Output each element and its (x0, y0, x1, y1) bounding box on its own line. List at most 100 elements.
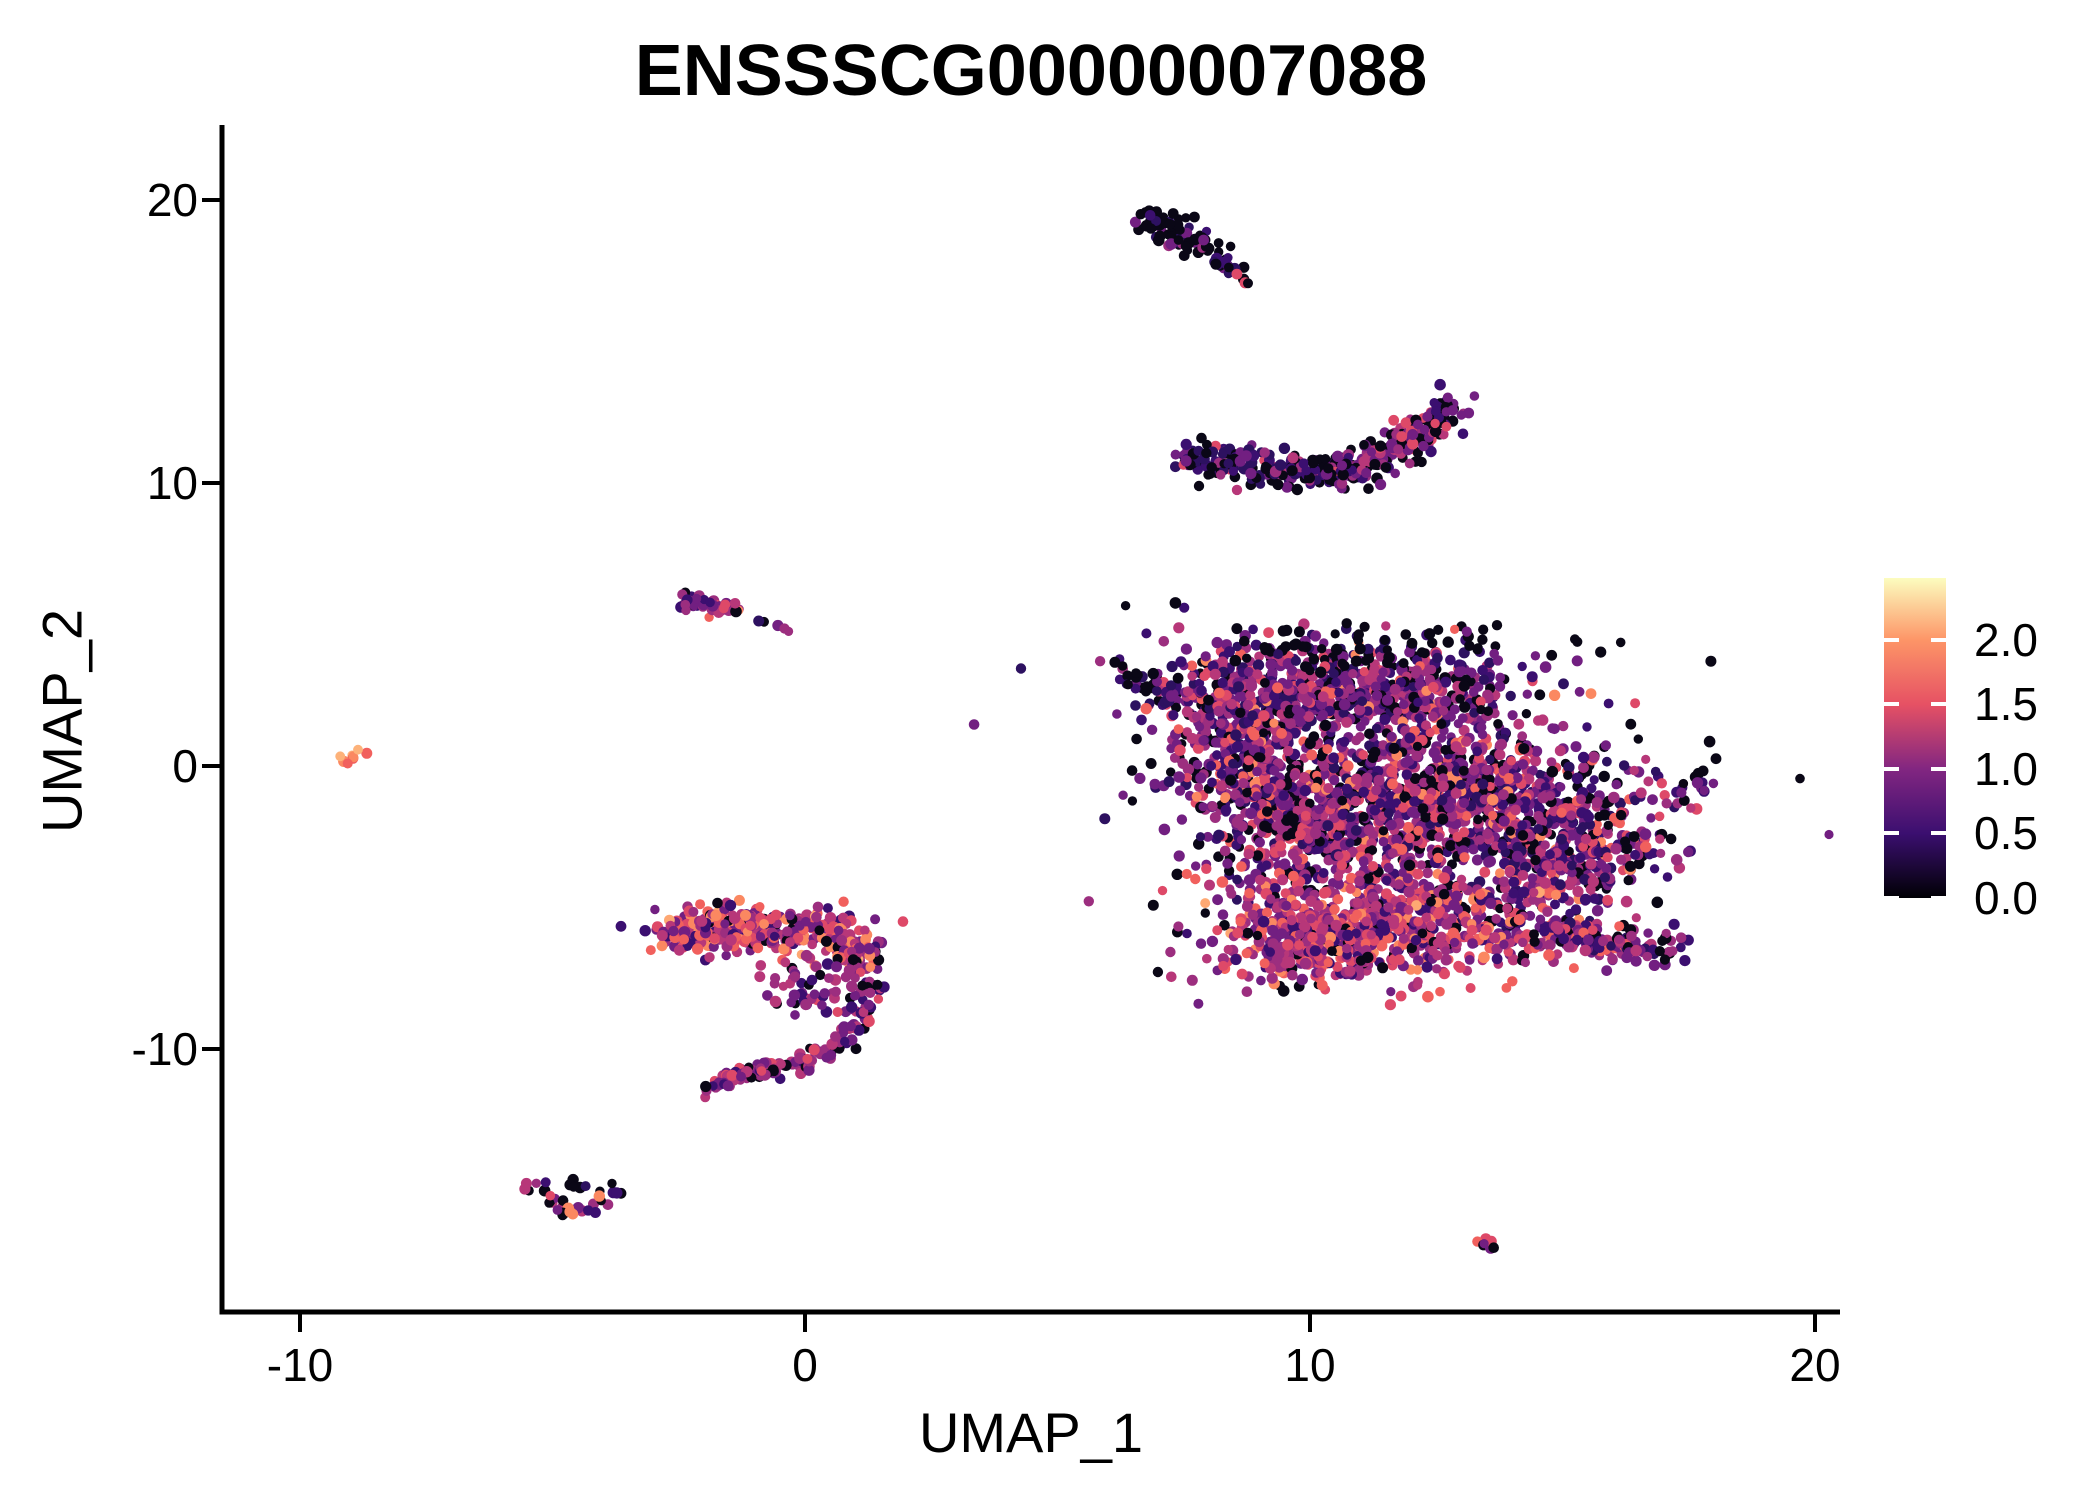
scatter-point (1624, 860, 1637, 872)
scatter-point (1350, 825, 1362, 836)
scatter-point (838, 896, 849, 907)
scatter-point (1347, 465, 1357, 475)
scatter-point (1334, 687, 1344, 698)
scatter-point (1494, 681, 1506, 692)
scatter-point (1173, 921, 1184, 932)
scatter-point (1147, 667, 1159, 680)
scatter-point (1131, 668, 1141, 678)
scatter-point (1494, 749, 1506, 761)
scatter-point (1640, 841, 1652, 853)
scatter-point (785, 910, 795, 921)
scatter-point (1378, 836, 1389, 847)
scatter-point (1342, 943, 1352, 954)
scatter-point (1495, 672, 1506, 683)
scatter-point (1362, 951, 1374, 964)
scatter-point (1287, 813, 1299, 825)
scatter-point (1198, 234, 1209, 246)
scatter-point (1362, 643, 1374, 655)
scatter-point (1400, 757, 1411, 768)
scatter-point (1272, 479, 1284, 490)
scatter-point (1425, 445, 1437, 458)
scatter-point (691, 943, 704, 955)
scatter-point (1173, 235, 1184, 245)
scatter-point (1169, 752, 1180, 763)
scatter-point (1456, 874, 1467, 884)
scatter-point (1269, 765, 1280, 776)
scatter-point (1279, 858, 1291, 870)
scatter-point (1472, 644, 1483, 655)
scatter-point (1129, 216, 1141, 228)
scatter-point (1426, 921, 1437, 932)
scatter-point (1329, 904, 1340, 915)
scatter-point (1254, 837, 1266, 848)
scatter-point (1413, 419, 1423, 430)
scatter-point (1259, 728, 1269, 738)
scatter-point (1243, 848, 1255, 860)
scatter-point (1437, 813, 1449, 825)
scatter-point (1247, 909, 1259, 920)
scatter-point (1407, 438, 1419, 450)
scatter-point (1131, 733, 1142, 745)
scatter-point (1483, 856, 1495, 868)
scatter-point (1413, 697, 1423, 707)
scatter-point (1180, 241, 1191, 251)
scatter-point (1375, 478, 1387, 491)
scatter-point (1140, 703, 1152, 715)
scatter-point (1242, 653, 1252, 663)
scatter-point (1310, 827, 1322, 840)
scatter-point (1410, 935, 1422, 946)
scatter-point (1508, 888, 1519, 899)
scatter-point (1248, 624, 1258, 635)
scatter-point (1519, 803, 1530, 814)
scatter-point (1710, 753, 1722, 765)
scatter-point (1200, 651, 1211, 662)
scatter-point (1339, 736, 1350, 747)
scatter-point (860, 925, 870, 936)
scatter-point (1566, 860, 1577, 871)
scatter-point (1447, 927, 1460, 939)
scatter-point (1287, 969, 1298, 981)
scatter-point (1407, 429, 1419, 440)
scatter-point (1260, 462, 1273, 475)
scatter-point (645, 945, 656, 956)
scatter-point (678, 934, 690, 945)
scatter-point (1169, 597, 1182, 609)
scatter-point (1195, 772, 1207, 784)
scatter-point (1657, 936, 1668, 946)
scatter-point (1141, 681, 1152, 692)
scatter-point (1610, 843, 1622, 855)
scatter-point (1423, 628, 1436, 640)
scatter-point (1308, 457, 1319, 469)
scatter-point (1513, 773, 1523, 783)
scatter-point (1383, 808, 1394, 819)
scatter-point (1458, 765, 1469, 776)
scatter-point (1316, 752, 1327, 762)
scatter-point (1442, 392, 1453, 403)
scatter-point (1404, 458, 1415, 469)
scatter-point (1166, 971, 1177, 983)
scatter-point (1386, 731, 1397, 742)
scatter-point (1539, 877, 1552, 889)
scatter-point (1216, 769, 1227, 779)
scatter-point (1245, 467, 1257, 480)
scatter-point (1287, 452, 1299, 464)
scatter-point (1440, 744, 1451, 755)
scatter-point (1352, 897, 1363, 908)
scatter-point (1192, 759, 1203, 770)
scatter-point (1191, 791, 1202, 802)
scatter-point (1458, 701, 1471, 713)
scatter-point (1600, 740, 1611, 751)
scatter-point (1614, 921, 1625, 932)
scatter-point (1308, 654, 1320, 665)
scatter-point (1314, 804, 1324, 815)
scatter-point (1548, 689, 1561, 701)
scatter-point (1572, 934, 1583, 946)
scatter-point (1477, 778, 1489, 790)
scatter-point (1377, 962, 1389, 974)
scatter-point (353, 744, 363, 755)
scatter-point (1388, 742, 1400, 755)
scatter-point (1413, 955, 1424, 966)
scatter-point (1149, 778, 1161, 790)
scatter-point (1678, 778, 1689, 789)
scatter-point (1235, 797, 1245, 807)
